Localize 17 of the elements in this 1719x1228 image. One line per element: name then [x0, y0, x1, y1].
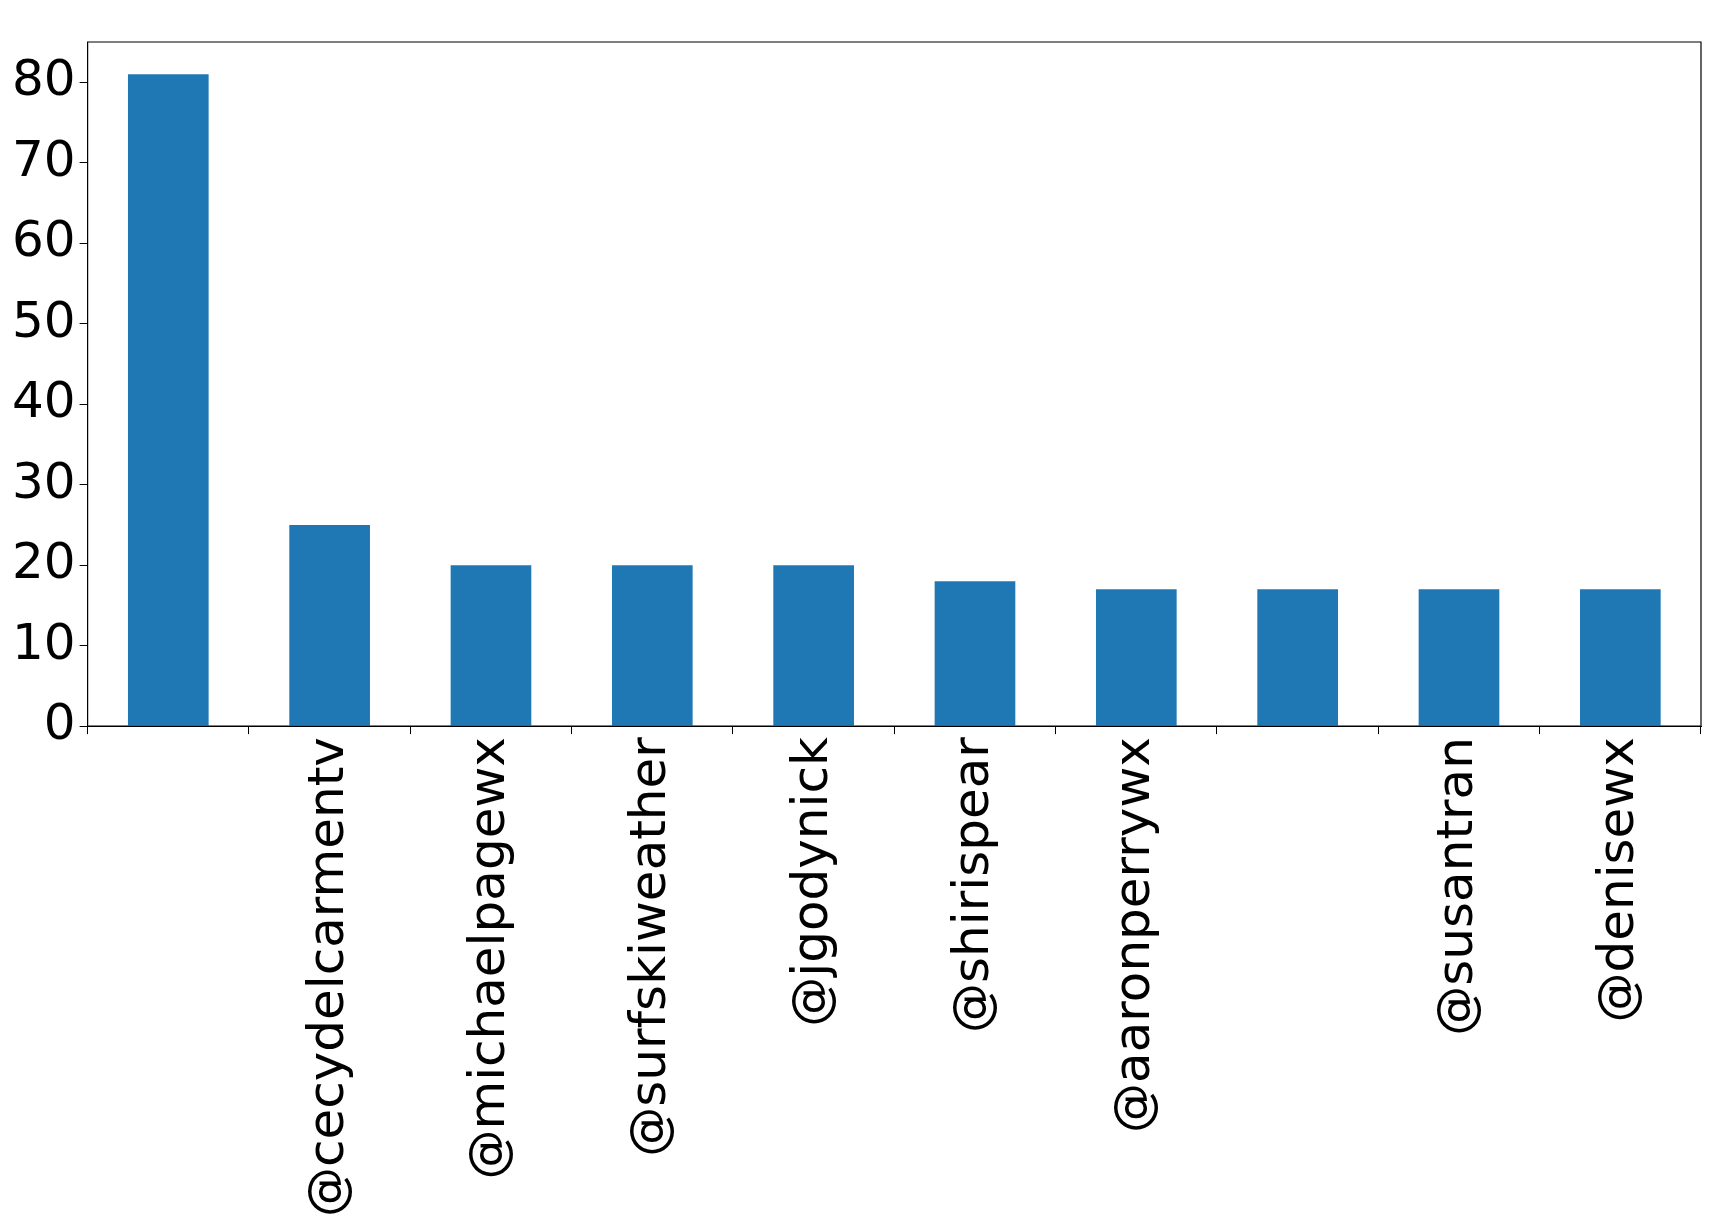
x-tick-label: @susantran: [1425, 737, 1484, 1036]
x-tick-label: @shirispear: [941, 736, 1000, 1033]
y-tick-label: 0: [43, 693, 76, 752]
y-tick-label: 30: [12, 451, 76, 510]
y-tick-label: 20: [12, 532, 76, 591]
y-tick-label: 50: [12, 290, 76, 349]
y-tick-label: 80: [12, 49, 76, 108]
x-tick-label: @jgodynick: [780, 737, 839, 1027]
x-tick-label: @michaelpagewx: [457, 737, 516, 1180]
x-tick-label: @denisewx: [1587, 737, 1646, 1023]
y-tick-label: 60: [12, 210, 76, 269]
y-tick-label: 70: [12, 129, 76, 188]
x-tick-label: @cecydelcarmentv: [296, 737, 355, 1218]
y-tick-label: 40: [12, 371, 76, 430]
y-tick-label: 10: [12, 612, 76, 671]
x-tick-label: @surfskiweather: [619, 736, 678, 1157]
x-tick-label: @aaronperrywx: [1103, 737, 1162, 1133]
